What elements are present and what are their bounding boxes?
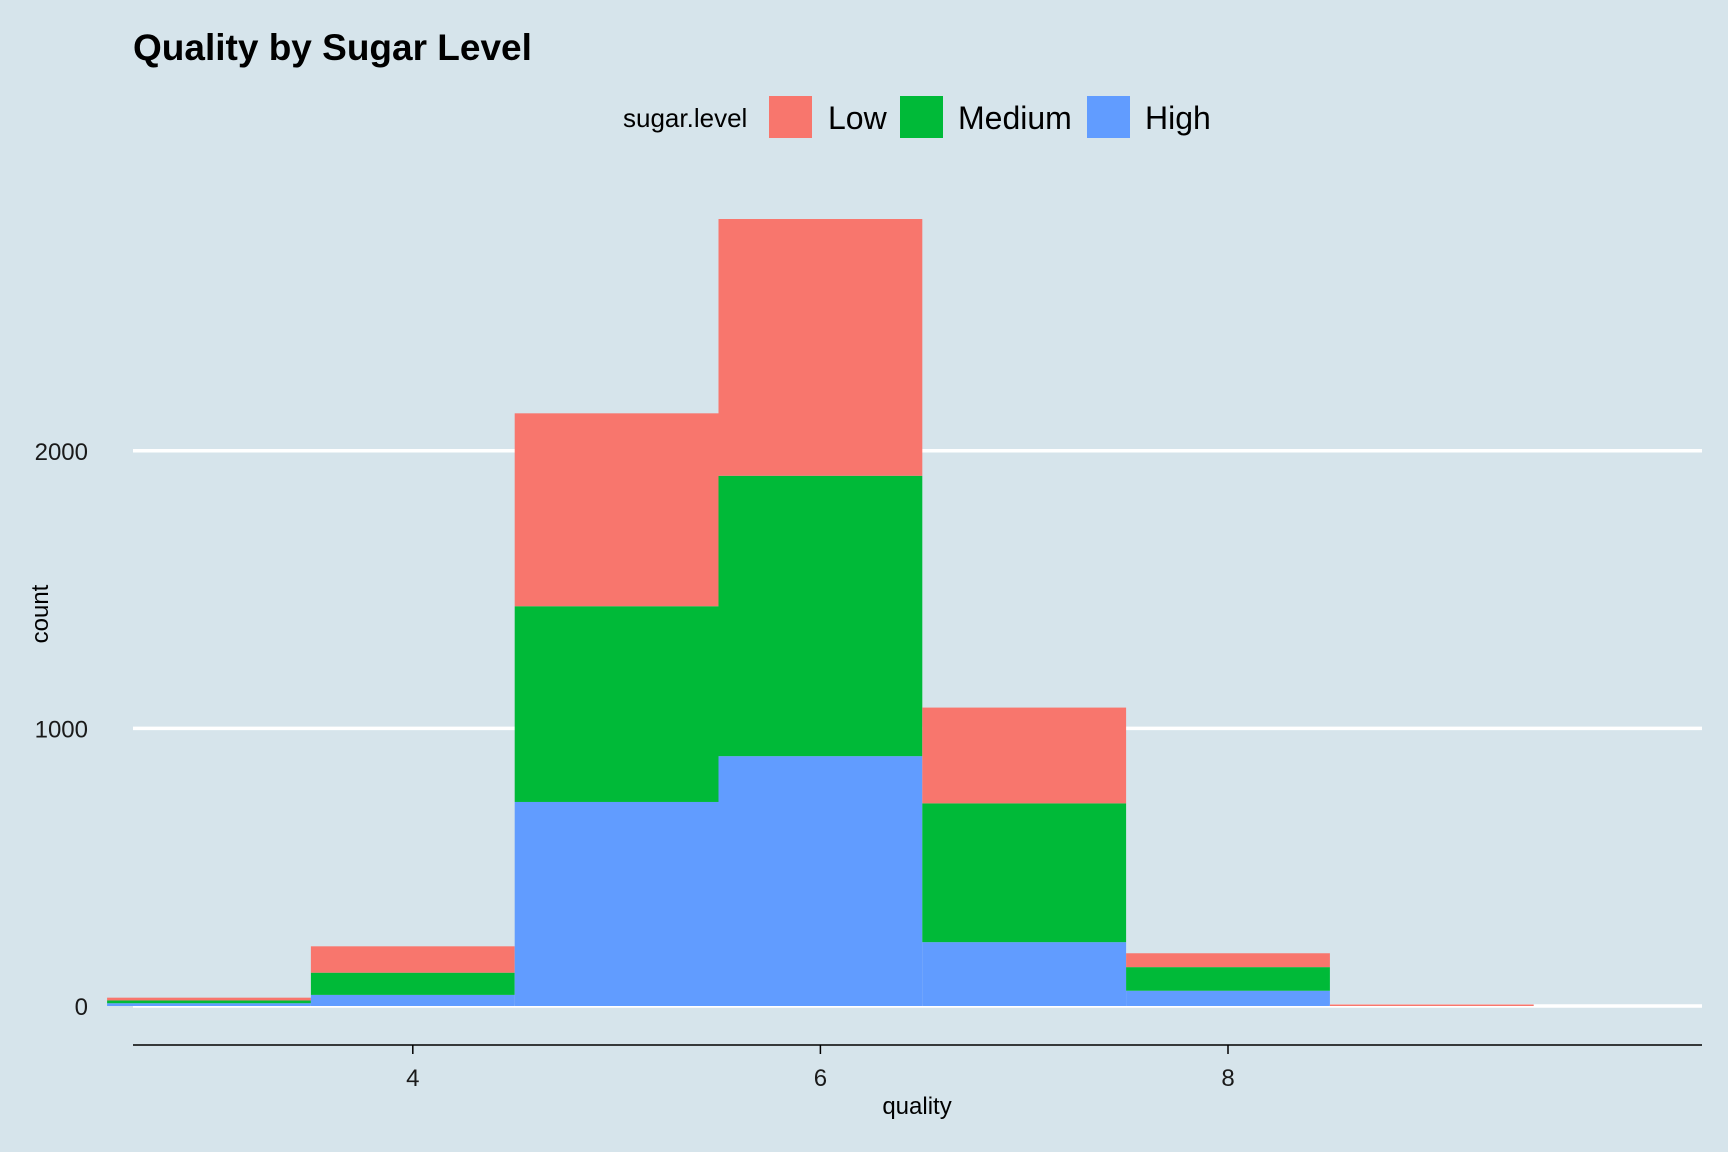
bar-low-q6 [718,219,923,476]
bar-low-q7 [922,707,1127,804]
legend-label-high: High [1145,100,1211,136]
axes: 4 6 8 0 1000 2000 [35,439,1702,1092]
x-tick-label: 4 [406,1065,419,1092]
bar-medium-q5 [514,606,719,802]
bar-low-q3 [107,997,311,1001]
y-tick-label: 2000 [35,439,88,466]
x-tick-label: 6 [814,1065,827,1092]
bars [107,219,1534,1006]
bar-high-q7 [922,942,1127,1006]
legend-label-low: Low [828,100,888,136]
bar-high-q5 [514,801,719,1006]
legend-key-low [769,96,812,138]
chart-title: Quality by Sugar Level [133,27,532,68]
bar-medium-q7 [922,803,1127,943]
x-axis-label: quality [882,1093,951,1120]
bar-high-q4 [310,994,515,1006]
bar-low-q5 [514,413,719,607]
legend-label-medium: Medium [958,100,1072,136]
y-axis-label: count [27,584,54,643]
y-tick-label: 1000 [35,716,88,743]
bar-high-q3 [107,1003,311,1006]
bar-medium-q4 [310,972,515,995]
bar-high-q8 [1126,990,1330,1006]
legend-key-medium [900,96,943,138]
bar-high-q6 [718,756,923,1006]
bar-low-q8 [1126,953,1330,968]
x-tick-label: 8 [1221,1065,1234,1092]
legend: sugar.level Low Medium High [623,96,1211,138]
bar-low-q9 [1329,1004,1534,1006]
legend-title: sugar.level [623,103,747,133]
legend-key-high [1087,96,1130,138]
bar-medium-q3 [107,1000,311,1004]
bar-medium-q6 [718,475,923,757]
bar-medium-q8 [1126,967,1330,991]
y-tick-label: 0 [75,994,88,1021]
bar-low-q4 [310,946,515,973]
